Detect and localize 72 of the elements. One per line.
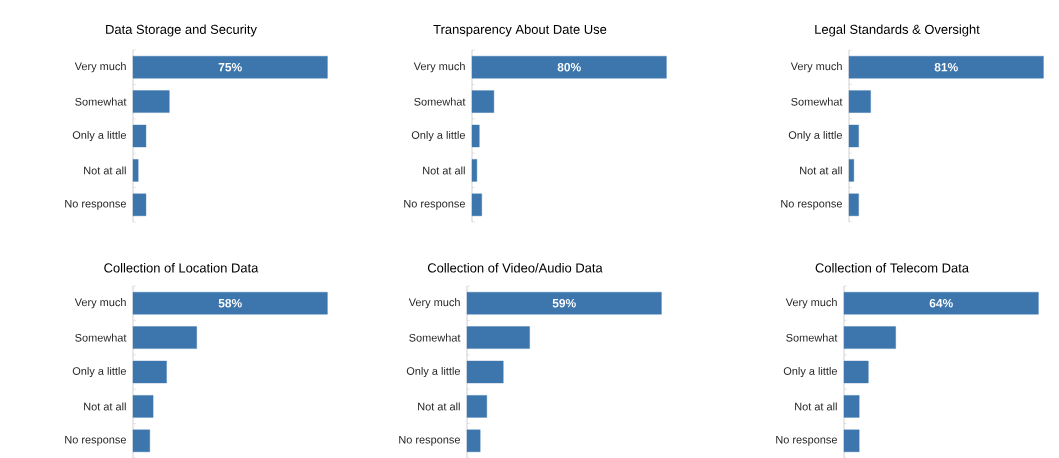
bar xyxy=(132,56,328,79)
chart-title: Collection of Telecom Data xyxy=(815,262,969,273)
bar xyxy=(132,429,150,452)
bar xyxy=(848,56,1044,79)
bar xyxy=(132,360,167,384)
y-tick-label: Only a little xyxy=(783,366,837,378)
data-label: 64% xyxy=(929,298,953,308)
data-label: 75% xyxy=(218,62,242,72)
bar xyxy=(466,292,662,315)
y-tick-label: Only a little xyxy=(72,130,126,142)
y-tick-label: No response xyxy=(781,199,842,210)
bar xyxy=(843,360,869,384)
bar xyxy=(848,193,859,216)
y-tick-label: Not at all xyxy=(795,402,837,411)
y-tick-label: Not at all xyxy=(84,166,126,175)
y-tick-label: Only a little xyxy=(406,366,460,378)
y-tick-label: Somewhat xyxy=(75,97,127,106)
y-tick-label: Only a little xyxy=(72,366,126,378)
bar xyxy=(848,159,855,182)
y-tick-label: No response xyxy=(65,199,126,210)
bar xyxy=(843,395,860,418)
y-tick-label: Only a little xyxy=(788,130,842,142)
data-label: 80% xyxy=(557,62,581,72)
bar xyxy=(471,193,482,216)
y-tick-label: Not at all xyxy=(418,402,460,411)
bar xyxy=(466,326,530,349)
bar xyxy=(132,326,197,349)
bar xyxy=(471,159,478,182)
y-tick-label: No response xyxy=(404,199,465,210)
bar xyxy=(848,90,871,113)
bar xyxy=(843,292,1039,315)
y-tick-label: No response xyxy=(399,435,460,446)
y-tick-label: Not at all xyxy=(84,402,126,411)
y-tick-label: Very much xyxy=(785,298,837,309)
bar xyxy=(132,193,147,216)
bar xyxy=(132,395,154,418)
y-tick-label: Somewhat xyxy=(414,97,466,106)
y-tick-label: Only a little xyxy=(411,130,465,142)
y-tick-label: Very much xyxy=(74,62,126,73)
y-tick-label: Not at all xyxy=(800,166,842,175)
data-label: 58% xyxy=(218,298,242,308)
y-tick-label: No response xyxy=(65,435,126,446)
chart-title: Transparency About Date Use xyxy=(433,24,607,37)
chart-title: Data Storage and Security xyxy=(106,24,257,37)
y-tick-label: Very much xyxy=(413,62,465,73)
bar xyxy=(132,90,170,113)
bar xyxy=(848,124,859,148)
y-tick-label: No response xyxy=(776,435,837,446)
bar xyxy=(471,124,480,148)
y-tick-label: Somewhat xyxy=(75,333,127,342)
bar xyxy=(466,360,504,384)
data-label: 81% xyxy=(934,62,958,72)
chart-title: Collection of Video/Audio Data xyxy=(427,262,603,273)
bar xyxy=(466,429,481,452)
chart-title: Collection of Location Data xyxy=(104,262,259,273)
y-tick-label: Somewhat xyxy=(791,97,843,106)
bar xyxy=(471,56,667,79)
y-tick-label: Very much xyxy=(408,298,460,309)
bar xyxy=(843,326,896,349)
y-tick-label: Somewhat xyxy=(409,333,461,342)
chart-title: Legal Standards & Oversight xyxy=(815,24,980,37)
bar xyxy=(132,159,139,182)
y-tick-label: Not at all xyxy=(423,166,465,175)
y-tick-label: Somewhat xyxy=(786,333,838,342)
bar xyxy=(132,292,328,315)
data-label: 59% xyxy=(552,298,576,308)
bar xyxy=(471,90,495,113)
bar xyxy=(466,395,487,418)
bar xyxy=(843,429,860,452)
bar xyxy=(132,124,147,148)
y-tick-label: Very much xyxy=(790,62,842,73)
y-tick-label: Very much xyxy=(74,298,126,309)
